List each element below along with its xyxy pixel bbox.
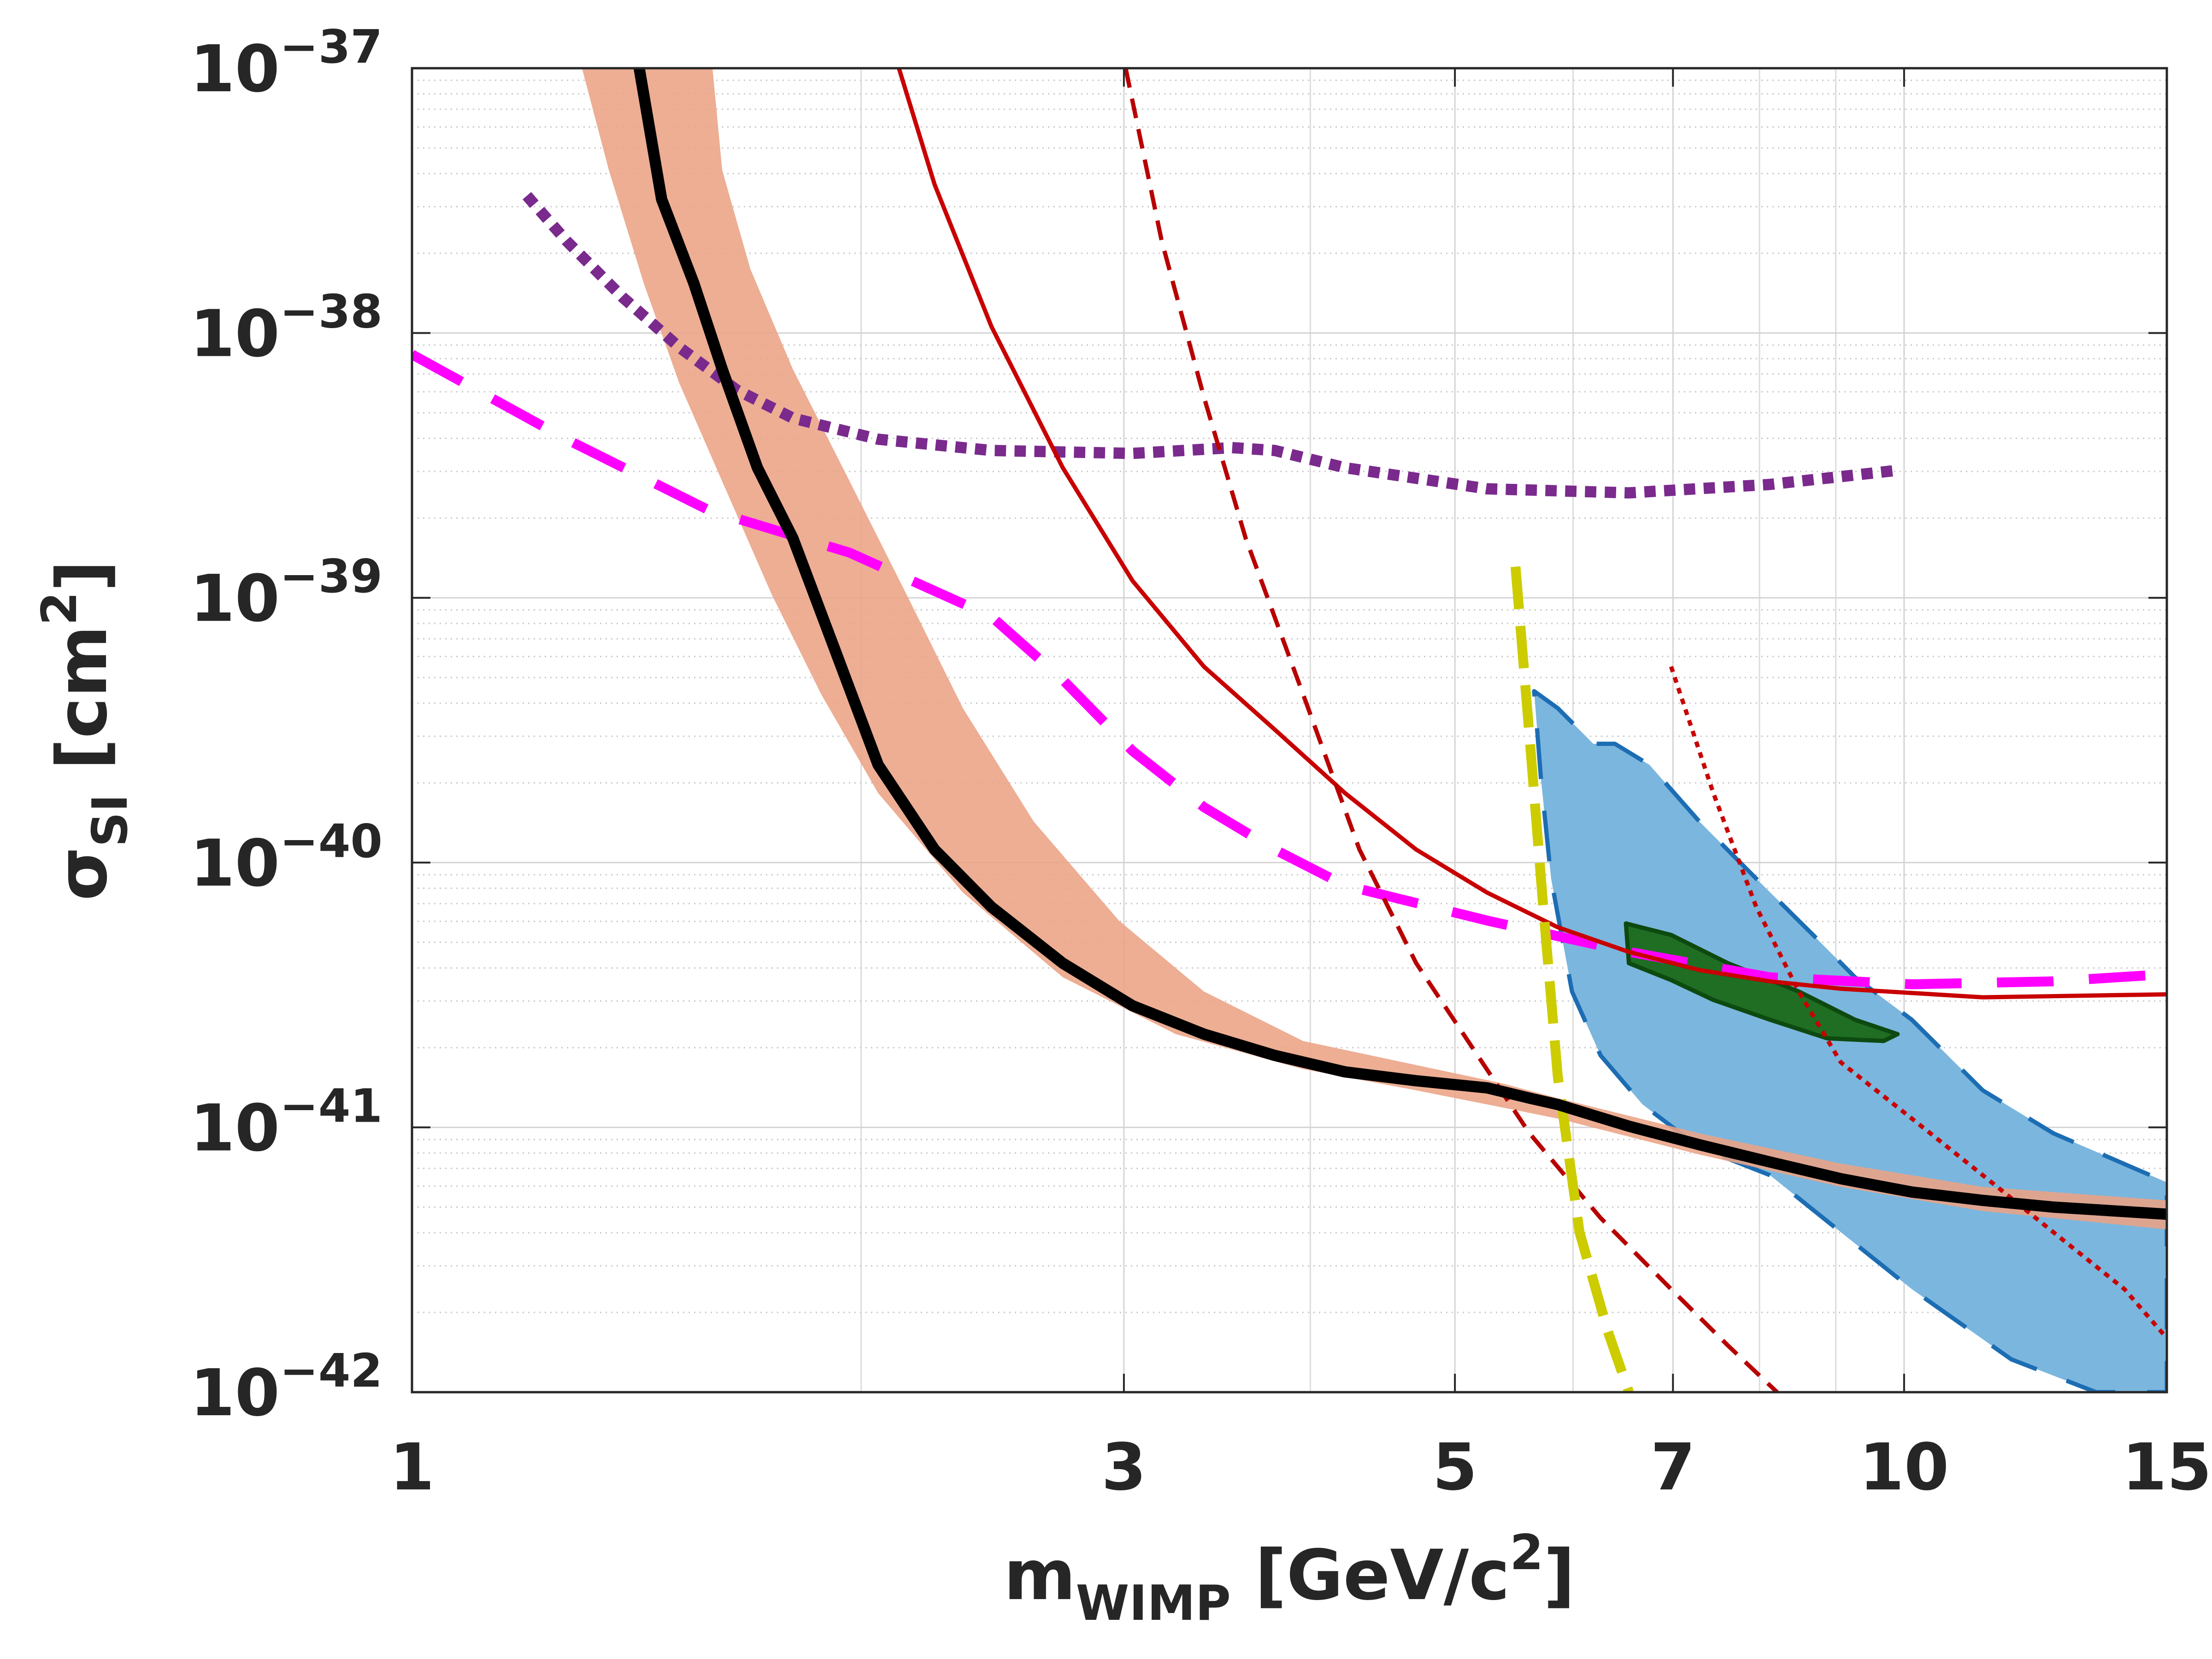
x-tick-label: 3 [1101, 1430, 1146, 1505]
axes: 1 3 5 7 10 15 10−42 10−41 10−40 10−39 10−38 10−37 mW… [31, 20, 2212, 1631]
band [582, 68, 2167, 1230]
x-tick-label: 1 [389, 1430, 434, 1505]
region [1624, 921, 1900, 1043]
ylabel-label-part: [cm [42, 625, 123, 794]
ylabel-label-part: 2 [31, 592, 88, 625]
xlabel-label-part: 2 [1510, 1524, 1543, 1581]
xlabel-axis-label: mWIMP [GeV/c2] [1004, 1524, 1575, 1631]
xlabel-label-part: m [1004, 1535, 1076, 1616]
y-tick-label: 10−41 [190, 1079, 382, 1166]
line [1669, 665, 2167, 1340]
region [1532, 689, 2167, 1392]
y-tick-label: 10−38 [190, 285, 382, 372]
xlabel-label-part: ] [1543, 1535, 1575, 1616]
x-tick-label: 10 [1859, 1430, 1949, 1505]
line [523, 192, 1899, 499]
line [412, 350, 2167, 989]
ylabel-label-part: SI [82, 794, 138, 847]
y-tick-label: 10−40 [190, 814, 382, 901]
x-tick-label: 5 [1432, 1430, 1477, 1505]
line [633, 68, 2167, 1220]
ylabel-label-part: ] [42, 560, 123, 592]
y-tick-label: 10−42 [190, 1344, 382, 1431]
line [1510, 566, 1634, 1392]
ylabel-axis-label: σSI [cm2] [31, 560, 138, 900]
xlabel-label-part: [GeV/c [1231, 1535, 1510, 1616]
line [1124, 68, 1779, 1392]
axes-frame [411, 67, 2168, 1394]
y-tick-label: 10−37 [190, 20, 382, 107]
xlabel-label-part: WIMP [1076, 1575, 1230, 1631]
marks [412, 68, 2167, 1392]
x-tick-label: 7 [1651, 1430, 1695, 1505]
x-tick-label: 15 [2122, 1430, 2212, 1505]
ylabel-label-part: σ [42, 847, 123, 901]
y-tick-label: 10−39 [190, 549, 382, 636]
